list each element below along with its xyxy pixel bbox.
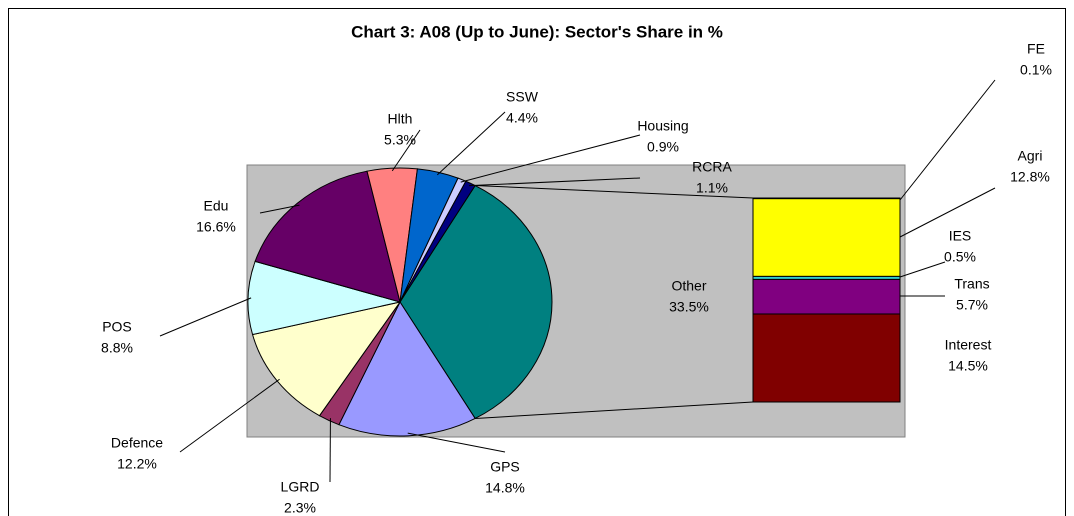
slice-label: Edu	[204, 198, 229, 214]
bar-segment	[752, 278, 901, 315]
slice-label: SSW	[506, 89, 539, 105]
bar-value-label: 5.7%	[956, 297, 988, 313]
leader-line	[469, 177, 641, 187]
slice-value-label: 33.5%	[669, 299, 709, 315]
slice-label: Other	[671, 278, 706, 294]
bar-segment	[752, 313, 901, 403]
slice-value-label: 14.8%	[485, 480, 525, 496]
slice-label: LGRD	[281, 479, 320, 495]
pie-slice	[254, 170, 401, 303]
pie-slice	[338, 300, 476, 437]
slice-value-label: 2.3%	[284, 500, 316, 516]
bar-value-label: 0.1%	[1020, 62, 1052, 78]
leader-line	[179, 378, 280, 453]
leader-line	[899, 79, 996, 201]
slice-value-label: 1.1%	[696, 180, 728, 196]
slice-value-label: 16.6%	[196, 219, 236, 235]
leader-line	[407, 432, 506, 453]
bar-label: Interest	[945, 337, 992, 353]
bar-label: Trans	[954, 276, 989, 292]
leader-line	[899, 187, 996, 238]
bar-segment	[752, 197, 901, 200]
bar-label: FE	[1027, 41, 1045, 57]
slice-label: POS	[102, 319, 132, 335]
slice-value-label: 12.2%	[117, 456, 157, 472]
leader-line	[391, 129, 421, 172]
bar-value-label: 12.8%	[1010, 169, 1050, 185]
slice-label: RCRA	[692, 159, 732, 175]
connector-line	[475, 185, 754, 199]
leader-line	[899, 261, 946, 278]
slice-label: Housing	[637, 118, 688, 134]
bar-value-label: 14.5%	[948, 358, 988, 374]
leader-line	[159, 297, 252, 337]
slice-value-label: 0.9%	[647, 139, 679, 155]
bar-label: Agri	[1018, 148, 1043, 164]
pie-slice	[247, 260, 401, 336]
chart-title: Chart 3: A08 (Up to June): Sector's Shar…	[351, 22, 723, 41]
bar-segment	[752, 198, 901, 277]
slice-label: GPS	[490, 459, 520, 475]
leader-line	[460, 134, 641, 183]
slice-label: Hlth	[388, 111, 413, 127]
bar-value-label: 0.5%	[944, 249, 976, 265]
leader-line	[259, 204, 300, 214]
slice-value-label: 4.4%	[506, 110, 538, 126]
slice-value-label: 5.3%	[384, 132, 416, 148]
slice-value-label: 8.8%	[101, 340, 133, 356]
slice-label: Defence	[111, 435, 163, 451]
leader-line	[436, 111, 506, 176]
connector-line	[475, 401, 754, 419]
bar-label: IES	[949, 228, 972, 244]
